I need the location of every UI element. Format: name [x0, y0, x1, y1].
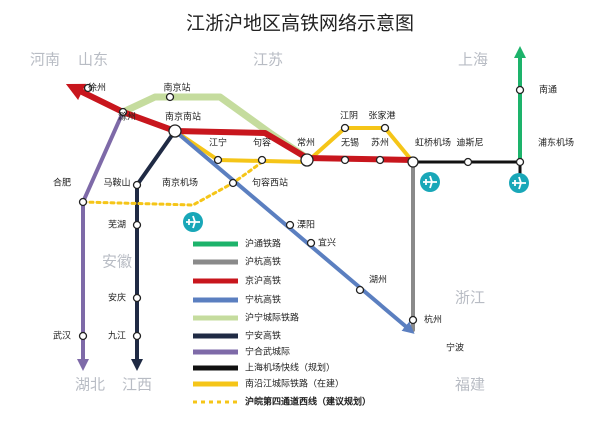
station-label: 芜湖 [108, 219, 126, 231]
station-label: 虹桥机场 [415, 137, 451, 149]
rail-lines [65, 46, 526, 371]
legend-label: 京沪高铁 [245, 275, 281, 287]
station-label: 浦东机场 [538, 137, 574, 149]
station-dot [380, 123, 390, 133]
region-label: 江西 [122, 376, 152, 394]
line-ninghang [173, 129, 415, 334]
station-label: 杭州 [424, 314, 442, 326]
region-label: 湖北 [75, 376, 105, 394]
line-huning-intercity [119, 93, 311, 162]
station-dot [515, 85, 525, 95]
station-dot [407, 156, 419, 168]
station-label: 九江 [108, 331, 126, 342]
station-label: 滁州 [118, 112, 136, 123]
station-label: 苏州 [371, 137, 389, 149]
plane [423, 175, 437, 189]
station-dot [132, 331, 142, 341]
airports [183, 172, 529, 232]
station-dot [168, 124, 182, 138]
legend-label: 沪杭高铁 [245, 256, 281, 268]
station-dot [306, 238, 316, 248]
region-label: 山东 [78, 51, 108, 69]
legend-label: 宁杭高铁 [245, 294, 281, 306]
station-label: 张家港 [368, 110, 395, 122]
station-label: 南通 [539, 84, 557, 96]
station-dot [257, 155, 267, 165]
region-label: 福建 [455, 376, 485, 394]
station-dot [78, 331, 88, 341]
station-label: 合肥 [53, 177, 71, 189]
station-dot [83, 83, 93, 93]
region-label: 浙江 [455, 289, 485, 307]
title: 江浙沪地区高铁网络示意图 [186, 13, 414, 35]
legend-label: 沪通铁路 [245, 238, 281, 250]
legend: 沪通铁路沪杭高铁京沪高铁宁杭高铁沪宁城际铁路宁安高铁宁合武城际上海机场快线（规划… [193, 238, 371, 408]
legend-label: 沪宁城际铁路 [245, 312, 299, 324]
station-dot [132, 293, 142, 303]
station-label: 迪斯尼 [456, 137, 483, 149]
region-label: 河南 [30, 51, 60, 69]
station-label: 马鞍山 [103, 177, 130, 189]
line-ningan [131, 129, 177, 371]
station-label: 江阴 [340, 111, 358, 122]
station-dot [132, 220, 142, 230]
station-dot [375, 155, 385, 165]
station-dot [213, 155, 223, 165]
legend-label: 宁合武城际 [245, 346, 290, 358]
station-label: 武汉 [53, 330, 71, 342]
station-dot [463, 157, 473, 167]
region-label: 上海 [458, 51, 488, 69]
region-label: 江苏 [253, 51, 283, 69]
station-label: 南京南站 [165, 111, 201, 123]
station-label: 南京站 [163, 82, 190, 94]
plane [186, 215, 200, 229]
station-label: 宁波 [446, 342, 464, 354]
station-dot [300, 153, 314, 167]
station-label: 宜兴 [318, 237, 336, 249]
station-dot [118, 107, 128, 117]
station-dot [78, 197, 88, 207]
station-label: 安庆 [108, 292, 126, 304]
legend-label: 南沿江城际铁路（在建） [245, 378, 344, 390]
station-dot [515, 157, 525, 167]
legend-label: 宁安高铁 [245, 330, 281, 342]
station-dot [228, 178, 238, 188]
line-fourth-channel [81, 158, 267, 207]
station-label: 徐州 [88, 82, 106, 94]
station-label: 句容 [253, 137, 271, 149]
station-label: 南京机场 [162, 177, 198, 189]
line-ninghewu [77, 110, 125, 371]
station-label: 湖州 [369, 275, 387, 286]
station-dot [132, 180, 142, 190]
station-label: 溧阳 [297, 220, 315, 231]
station-dot [340, 155, 350, 165]
station-dots [78, 83, 525, 341]
station-dot [408, 315, 418, 325]
station-dot [340, 123, 350, 133]
region-label: 安徽 [102, 253, 132, 271]
station-dot [285, 220, 295, 230]
line-jinghu [65, 83, 416, 163]
line-nanyanjiang [173, 126, 415, 164]
legend-label: 沪皖第四通道西线（建议规划） [245, 396, 371, 408]
station-dot [165, 92, 175, 102]
legend-label: 上海机场快线（规划） [245, 362, 335, 374]
station-label: 常州 [297, 137, 315, 149]
station-label: 无锡 [341, 138, 359, 149]
station-dot [355, 285, 365, 295]
station-label: 句容西站 [252, 177, 288, 189]
plane [512, 176, 526, 190]
station-label: 江宁 [209, 137, 227, 149]
